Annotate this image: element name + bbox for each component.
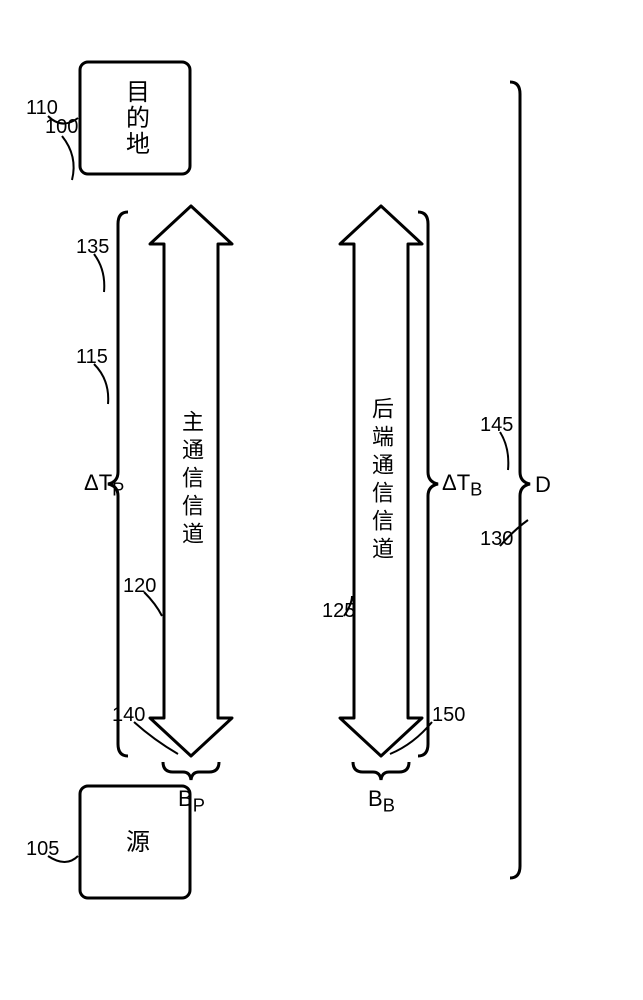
D-brace bbox=[510, 82, 530, 878]
ref-120: 120 bbox=[123, 575, 156, 598]
backend-channel-text: 后端通信信道 bbox=[365, 397, 397, 565]
Bp-brace bbox=[163, 762, 219, 780]
primary-channel-text: 主通信信道 bbox=[175, 410, 207, 550]
ref-145: 145 bbox=[480, 414, 513, 437]
ref-115: 115 bbox=[76, 346, 108, 369]
deltaTb-brace bbox=[418, 212, 438, 756]
deltaTb-label: ΔTB bbox=[442, 470, 482, 500]
source-text: 源 bbox=[118, 829, 153, 855]
Bb-brace bbox=[353, 762, 409, 780]
destination-label: 目的地 bbox=[80, 62, 190, 174]
ref-110: 110 bbox=[26, 97, 58, 120]
ref-150: 150 bbox=[432, 704, 465, 727]
ref-105: 105 bbox=[26, 838, 59, 861]
ref-135: 135 bbox=[76, 236, 109, 259]
ref-125: 125 bbox=[322, 600, 355, 623]
Bp-label: BP bbox=[178, 786, 205, 816]
backend-channel-label: 后端通信信道 bbox=[353, 326, 409, 636]
source-label: 源 bbox=[80, 786, 190, 898]
primary-channel-label: 主通信信道 bbox=[163, 340, 219, 620]
deltaTp-label: ΔTP bbox=[84, 470, 124, 500]
destination-text: 目的地 bbox=[118, 79, 153, 157]
Bb-label: BB bbox=[368, 786, 395, 816]
D-label: D bbox=[535, 472, 551, 498]
ref-140: 140 bbox=[112, 704, 145, 727]
ref-130: 130 bbox=[480, 528, 513, 551]
